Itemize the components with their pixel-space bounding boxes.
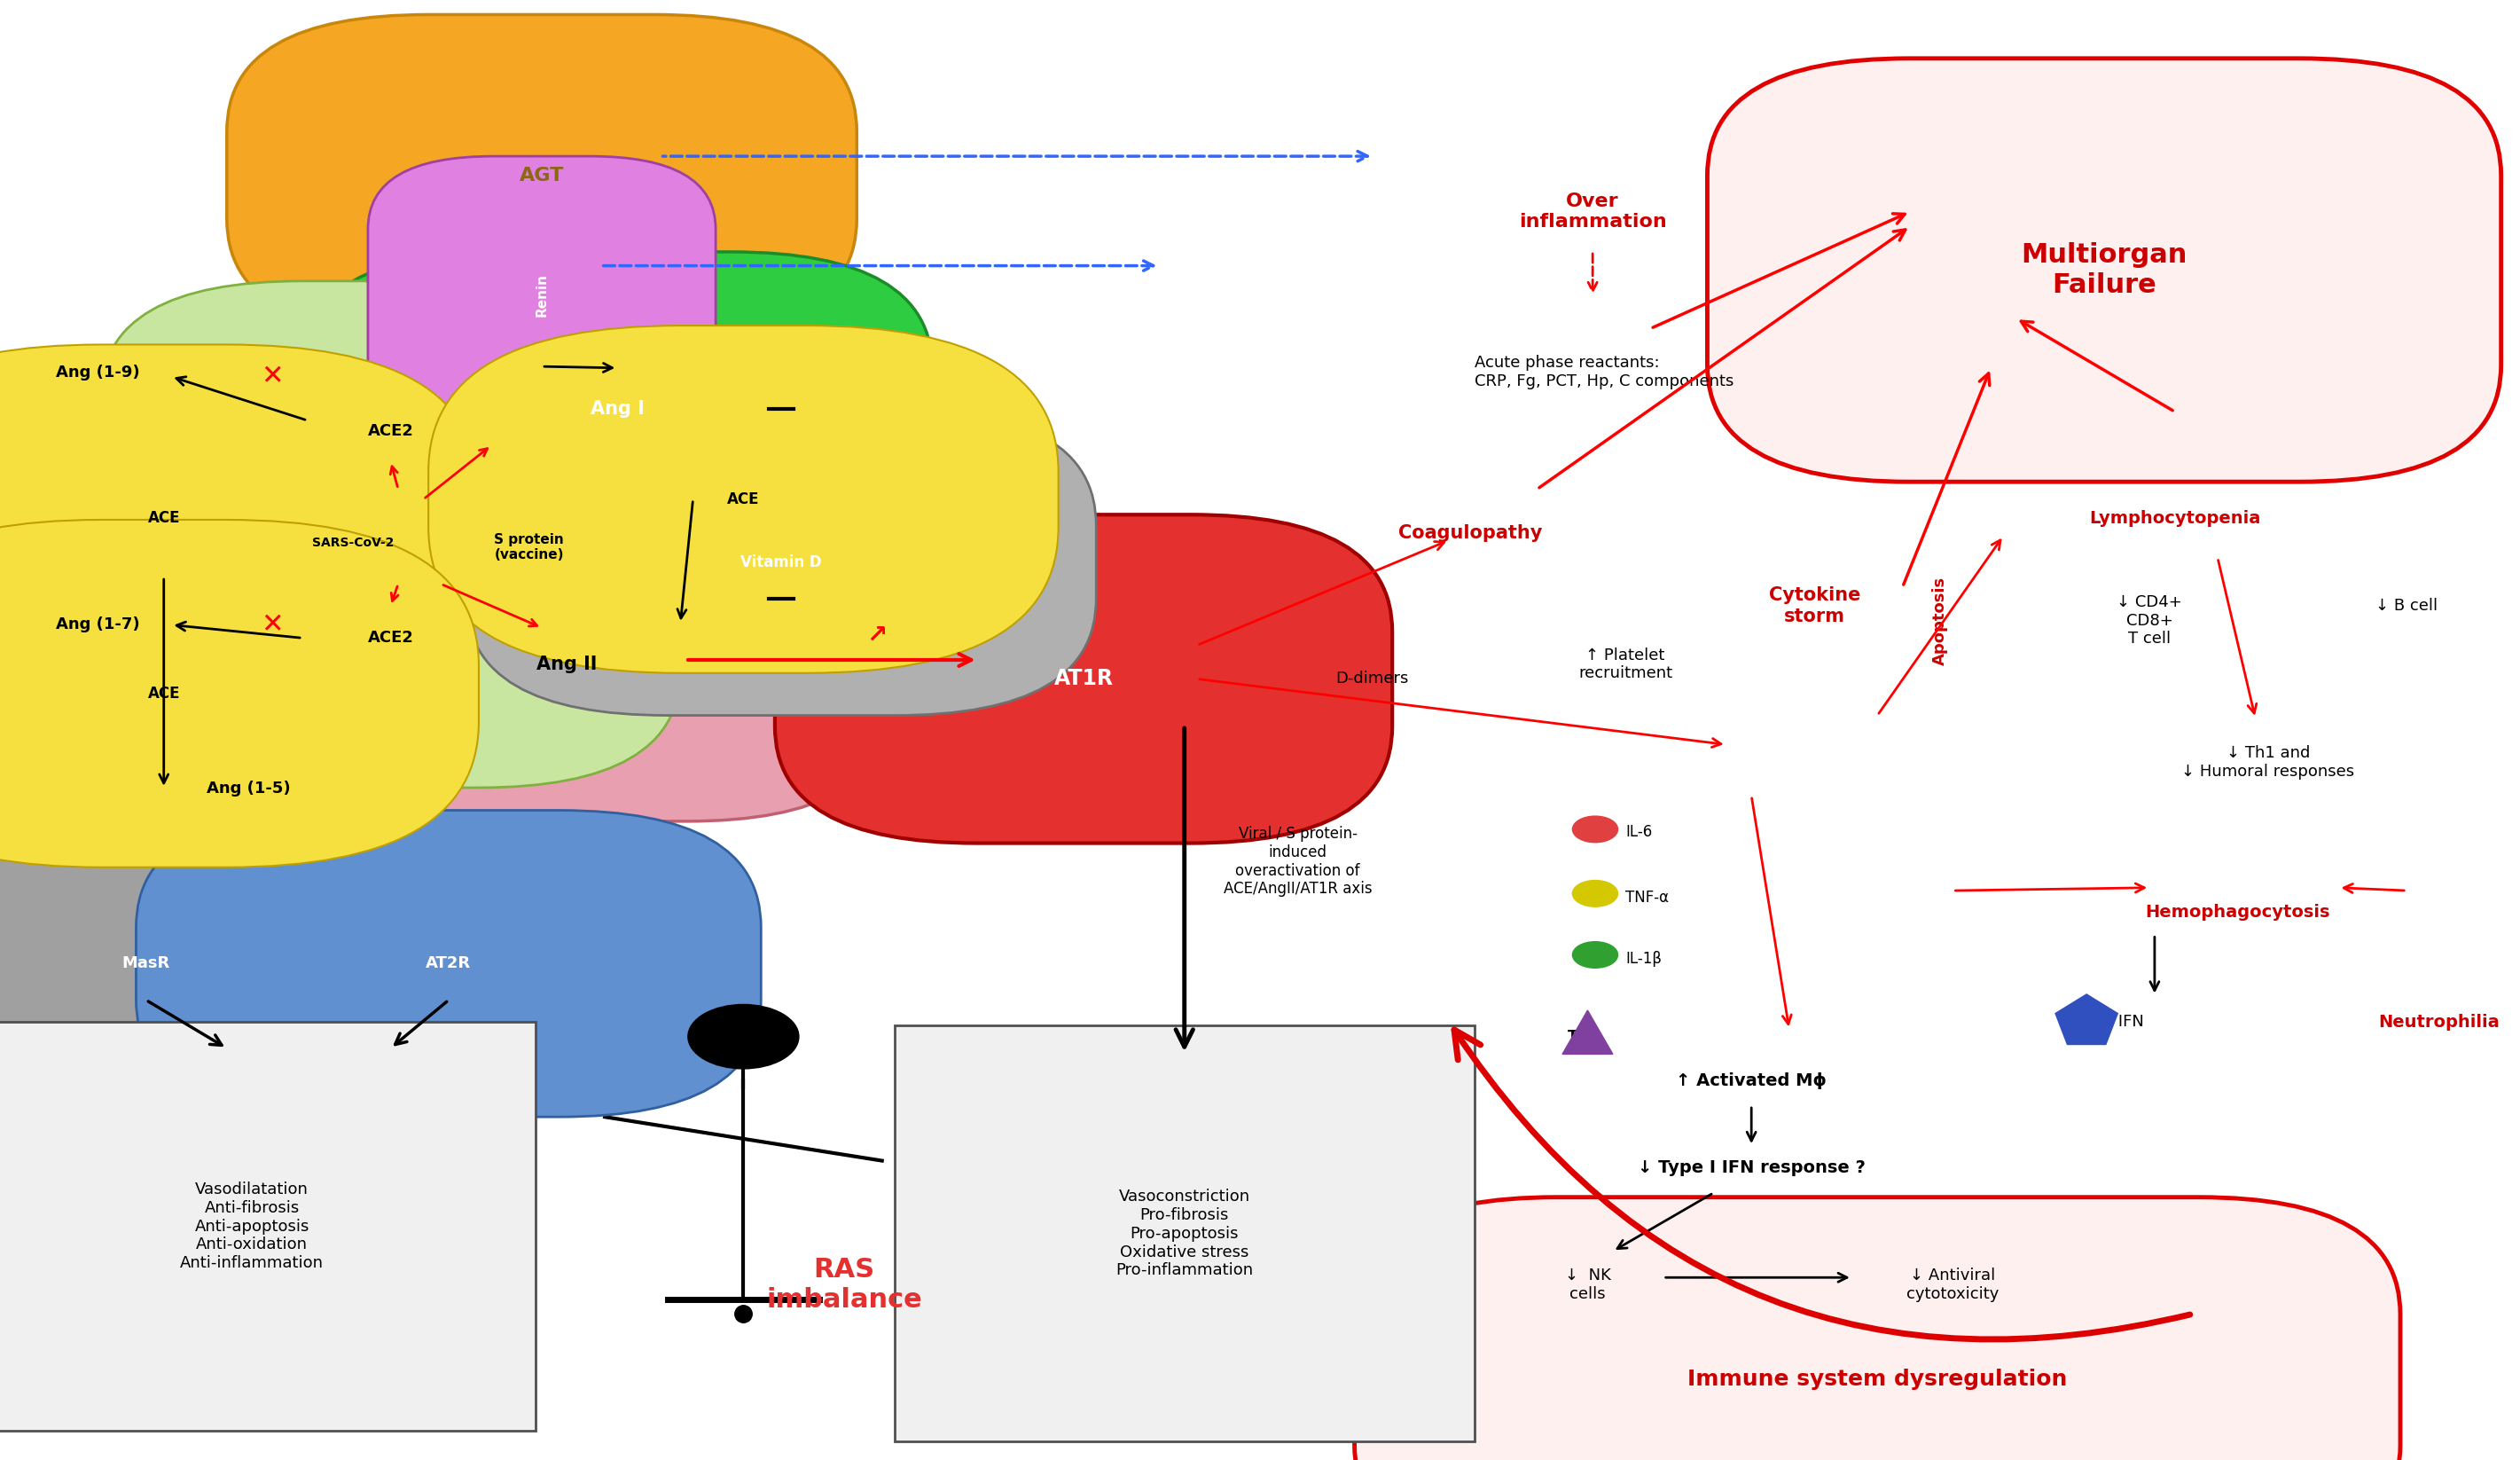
Text: AT1R: AT1R [1053, 669, 1114, 689]
Circle shape [1572, 816, 1618, 842]
Text: Neutrophilia: Neutrophilia [2379, 1013, 2500, 1031]
Text: Lymphocytopenia: Lymphocytopenia [2089, 510, 2260, 527]
FancyBboxPatch shape [776, 515, 1391, 844]
Text: ACE2: ACE2 [368, 423, 413, 438]
Text: S protein
(vaccine): S protein (vaccine) [494, 533, 564, 562]
Text: ACE: ACE [149, 686, 179, 701]
FancyBboxPatch shape [0, 345, 479, 692]
FancyBboxPatch shape [244, 508, 887, 821]
Text: Ang (1-9): Ang (1-9) [55, 365, 139, 380]
Text: ↓ IFN: ↓ IFN [2099, 1015, 2145, 1029]
FancyBboxPatch shape [101, 488, 680, 788]
FancyBboxPatch shape [0, 810, 459, 1117]
Text: ✕: ✕ [262, 612, 282, 638]
FancyBboxPatch shape [227, 15, 857, 336]
Text: Immune system dysregulation: Immune system dysregulation [1688, 1369, 2066, 1390]
Text: D-dimers: D-dimers [1336, 672, 1409, 686]
Text: ACE: ACE [728, 492, 759, 507]
Text: AT2R: AT2R [426, 956, 471, 971]
Text: ↗: ↗ [867, 622, 887, 648]
FancyBboxPatch shape [895, 1025, 1474, 1442]
Text: ✕: ✕ [262, 364, 282, 390]
FancyBboxPatch shape [428, 326, 1058, 673]
Text: ↑ Activated Mϕ: ↑ Activated Mϕ [1676, 1072, 1827, 1089]
Text: AGT: AGT [519, 166, 564, 184]
Text: ↑ Platelet
recruitment: ↑ Platelet recruitment [1578, 647, 1673, 682]
Text: Vasoconstriction
Pro-fibrosis
Pro-apoptosis
Oxidative stress
Pro-inflammation: Vasoconstriction Pro-fibrosis Pro-apopto… [1116, 1188, 1252, 1279]
FancyBboxPatch shape [466, 409, 1096, 715]
FancyBboxPatch shape [1709, 58, 2500, 482]
Text: Vasodilatation
Anti-fibrosis
Anti-apoptosis
Anti-oxidation
Anti-inflammation: Vasodilatation Anti-fibrosis Anti-apopto… [179, 1181, 325, 1272]
Text: Over
inflammation: Over inflammation [1520, 193, 1666, 231]
Circle shape [1572, 880, 1618, 907]
FancyBboxPatch shape [302, 251, 932, 566]
Text: ↓ Th1 and
↓ Humoral responses: ↓ Th1 and ↓ Humoral responses [2182, 745, 2354, 780]
Text: IL-6: IL-6 [1625, 825, 1653, 839]
Text: ↓ CD4+
CD8+
T cell: ↓ CD4+ CD8+ T cell [2117, 594, 2182, 647]
Text: Ang (1-7): Ang (1-7) [55, 618, 139, 632]
Text: Acute phase reactants:
CRP, Fg, PCT, Hp, C components: Acute phase reactants: CRP, Fg, PCT, Hp,… [1474, 355, 1734, 390]
Text: RAS
imbalance: RAS imbalance [766, 1257, 922, 1313]
Text: ↓ B cell: ↓ B cell [2376, 599, 2437, 613]
Polygon shape [2056, 994, 2117, 1044]
FancyBboxPatch shape [136, 810, 761, 1117]
Text: Renin: Renin [534, 273, 549, 317]
Text: SARS-CoV-2: SARS-CoV-2 [312, 537, 393, 549]
Text: ACE: ACE [149, 511, 179, 526]
Polygon shape [1562, 1010, 1613, 1054]
FancyBboxPatch shape [368, 156, 716, 434]
Text: Ang (1-5): Ang (1-5) [207, 781, 290, 796]
Text: TNF-α: TNF-α [1625, 891, 1668, 905]
Text: MasR: MasR [121, 956, 171, 971]
Circle shape [688, 1004, 799, 1069]
Text: Vitamin D: Vitamin D [741, 555, 822, 569]
FancyBboxPatch shape [0, 1022, 537, 1431]
FancyBboxPatch shape [1356, 1197, 2399, 1460]
Text: Hemophagocytosis: Hemophagocytosis [2145, 904, 2331, 921]
Text: Ang I: Ang I [590, 400, 645, 418]
Text: Ang II: Ang II [537, 656, 597, 673]
FancyBboxPatch shape [0, 520, 479, 867]
Text: ↓ Antiviral
cytotoxicity: ↓ Antiviral cytotoxicity [1908, 1267, 1998, 1302]
Text: Multiorgan
Failure: Multiorgan Failure [2021, 242, 2187, 298]
FancyBboxPatch shape [101, 280, 680, 581]
Text: Cytokine
storm: Cytokine storm [1769, 587, 1860, 625]
Circle shape [1572, 942, 1618, 968]
Text: Viral / S protein-
induced
overactivation of
ACE/AngII/AT1R axis: Viral / S protein- induced overactivatio… [1225, 826, 1371, 896]
Text: TF: TF [1567, 1029, 1588, 1044]
Text: Apoptosis: Apoptosis [1933, 577, 1948, 664]
Text: ↓  NK
cells: ↓ NK cells [1565, 1267, 1610, 1302]
FancyArrowPatch shape [1454, 1029, 2190, 1339]
Text: IL-1β: IL-1β [1625, 952, 1661, 967]
Text: ACE2: ACE2 [368, 631, 413, 645]
Text: Coagulopathy: Coagulopathy [1399, 524, 1542, 542]
Text: ↓ Type I IFN response ?: ↓ Type I IFN response ? [1638, 1159, 1865, 1177]
